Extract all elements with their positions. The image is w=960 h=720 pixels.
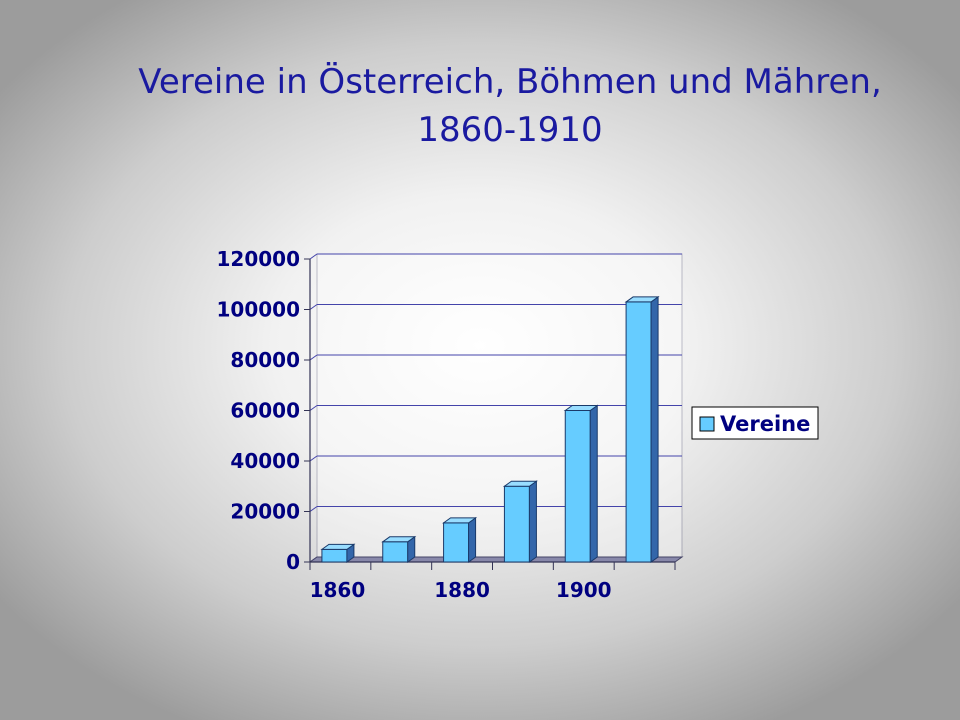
legend-label-vereine: Vereine bbox=[720, 412, 810, 436]
chart-title-line-2: 1860-1910 bbox=[417, 110, 603, 150]
bar-top-1880 bbox=[442, 517, 478, 524]
bar-1910 bbox=[625, 301, 652, 563]
bar-side-1880 bbox=[468, 516, 477, 563]
bar-side-1890 bbox=[528, 480, 537, 563]
x-tick-label-1880: 1880 bbox=[434, 578, 490, 602]
y-tick-label-0: 0 bbox=[286, 550, 300, 574]
gridline-side-80000 bbox=[309, 354, 318, 361]
bar-top-1910 bbox=[624, 296, 660, 303]
bar-top-1890 bbox=[502, 480, 538, 487]
chart-title-line-1: Vereine in Österreich, Böhmen und Mähren… bbox=[138, 62, 882, 102]
gridline-side-40000 bbox=[309, 455, 318, 462]
bar-1870 bbox=[382, 541, 409, 563]
bar-top-1870 bbox=[381, 536, 417, 543]
bar-side-1900 bbox=[589, 404, 598, 563]
bar-top-1900 bbox=[563, 405, 599, 411]
bar-1900 bbox=[564, 410, 591, 563]
legend-swatch bbox=[699, 416, 715, 432]
chart-title: Vereine in Österreich, Böhmen und Mähren… bbox=[0, 58, 960, 154]
gridline-side-120000 bbox=[309, 253, 318, 260]
y-tick-label-100000: 100000 bbox=[217, 298, 301, 322]
bar-1880 bbox=[443, 522, 470, 563]
y-tick-label-120000: 120000 bbox=[217, 247, 301, 271]
x-tick-label-1860: 1860 bbox=[310, 578, 366, 602]
gridline-side-100000 bbox=[309, 304, 318, 310]
y-tick-label-60000: 60000 bbox=[230, 399, 300, 423]
x-tick-label-1900: 1900 bbox=[556, 578, 612, 602]
bar-side-1910 bbox=[650, 295, 659, 563]
y-tick-label-80000: 80000 bbox=[230, 348, 300, 372]
gridline-side-60000 bbox=[309, 405, 318, 411]
y-tick-label-20000: 20000 bbox=[230, 500, 300, 524]
bar-top-1860 bbox=[320, 543, 356, 550]
y-tick-label-40000: 40000 bbox=[230, 449, 300, 473]
bar-1890 bbox=[503, 485, 530, 563]
bar-1860 bbox=[321, 548, 348, 563]
gridline-side-20000 bbox=[309, 506, 318, 512]
